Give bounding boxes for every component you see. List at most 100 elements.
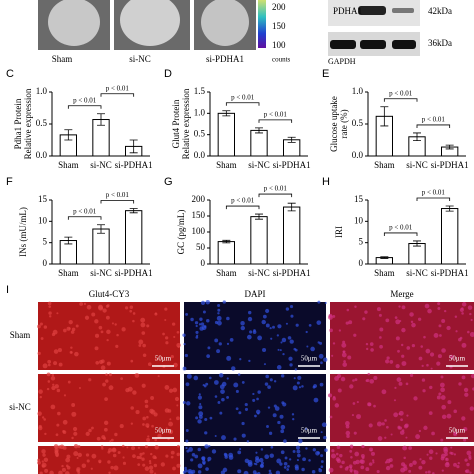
cell-dot [135, 410, 140, 415]
cell-dot [449, 451, 453, 455]
cell-dot [345, 421, 350, 426]
cell-dot [418, 356, 423, 361]
y-axis-label: GC (pg/mL) [176, 210, 186, 255]
cell-dot [207, 456, 212, 461]
panel-label: I [6, 284, 9, 296]
cell-dot [296, 381, 300, 385]
cell-dot [114, 432, 118, 437]
cell-dot [146, 437, 150, 442]
cell-dot [255, 451, 258, 454]
cell-dot [104, 397, 108, 401]
cell-dot [294, 368, 297, 371]
cell-dot [467, 305, 473, 310]
cell-dot [108, 373, 112, 377]
cell-dot [110, 438, 114, 442]
cell-dot [164, 318, 167, 322]
cell-dot [331, 449, 335, 453]
cell-dot [195, 335, 199, 339]
cell-dot [248, 359, 251, 363]
cell-dot [418, 429, 422, 433]
cell-dot [202, 458, 206, 462]
cell-dot [57, 411, 61, 416]
cell-dot [257, 471, 261, 474]
cell-dot [221, 381, 227, 387]
cell-dot [83, 302, 87, 305]
cell-dot [122, 456, 125, 459]
cell-dot [396, 377, 402, 382]
cell-dot [41, 449, 46, 454]
cell-dot [372, 459, 375, 462]
cell-dot [237, 469, 242, 474]
cell-dot [98, 359, 104, 365]
mouse-image [201, 0, 249, 46]
cell-dot [458, 382, 462, 386]
significance-label: p < 0.01 [264, 185, 288, 193]
cell-dot [336, 445, 341, 450]
cell-dot [137, 446, 141, 449]
cell-dot [254, 414, 257, 418]
cell-dot [453, 409, 458, 414]
cell-dot [103, 427, 108, 432]
cell-dot [426, 453, 429, 456]
cell-dot [195, 416, 199, 420]
cell-dot [173, 335, 176, 339]
cell-dot [241, 433, 246, 438]
cell-dot [77, 445, 81, 448]
cell-dot [47, 380, 51, 383]
cell-dot [42, 363, 48, 369]
cell-dot [288, 356, 293, 361]
cell-dot [216, 349, 221, 354]
cell-dot [302, 457, 306, 462]
cell-dot [419, 458, 422, 461]
cell-dot [422, 389, 426, 393]
cell-dot [76, 456, 79, 459]
cell-dot [441, 404, 447, 410]
cell-dot [138, 455, 142, 460]
cell-dot [112, 453, 117, 458]
cell-dot [268, 431, 273, 435]
blot-band [392, 40, 416, 49]
cell-dot [116, 333, 119, 337]
cell-dot [412, 460, 417, 465]
cell-dot [37, 351, 41, 356]
cell-dot [287, 336, 292, 340]
cell-dot [132, 390, 137, 395]
cell-dot [233, 437, 237, 441]
cell-dot [398, 381, 403, 386]
cell-dot [214, 338, 219, 343]
cell-dot [182, 401, 186, 404]
cell-dot [121, 327, 126, 332]
cell-dot [279, 462, 283, 466]
cell-dot [362, 317, 366, 321]
panel-label: C [6, 68, 14, 80]
cell-dot [168, 421, 174, 427]
cell-dot [108, 385, 114, 391]
cell-dot [279, 414, 284, 419]
cell-dot [58, 362, 63, 367]
cell-dot [200, 322, 205, 326]
cell-dot [95, 360, 100, 365]
cell-dot [350, 470, 353, 473]
cell-dot [55, 454, 59, 458]
cell-dot [52, 383, 55, 386]
cell-dot [149, 461, 152, 465]
cell-dot [277, 348, 280, 351]
y-tick-label: 0.5 [194, 129, 206, 139]
cell-dot [61, 464, 64, 468]
cell-dot [277, 324, 282, 329]
cell-dot [39, 322, 43, 326]
cell-dot [376, 469, 380, 474]
y-tick-label: 1.0 [194, 107, 206, 117]
scale-bar-label: 50μm [301, 427, 318, 435]
cell-dot [240, 321, 245, 326]
cell-dot [289, 363, 293, 367]
cell-dot [401, 305, 406, 310]
cell-dot [368, 423, 373, 428]
cell-dot [428, 411, 433, 416]
cell-dot [356, 400, 359, 404]
cell-dot [427, 470, 431, 474]
cell-dot [441, 469, 444, 472]
y-tick-label: 0 [359, 258, 364, 268]
cell-dot [142, 463, 146, 467]
cell-dot [444, 452, 448, 457]
